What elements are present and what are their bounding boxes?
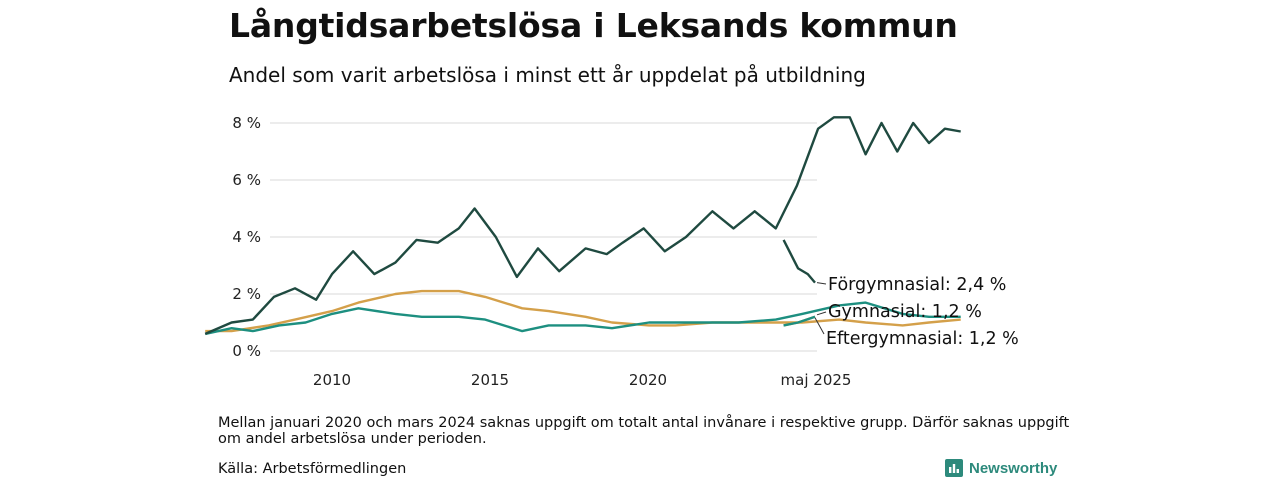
end-label-leader <box>816 311 827 316</box>
series-line-eftergymnasial <box>205 289 961 333</box>
footnote: Mellan januari 2020 och mars 2024 saknas… <box>218 415 1070 447</box>
x-tick-label: 2010 <box>313 371 351 389</box>
series-line-forgymnasial-after-gap <box>782 239 816 284</box>
x-tick-label: maj 2025 <box>781 371 852 389</box>
end-label: Gymnasial: 1,2 % <box>828 302 982 322</box>
series-line-gymnasial <box>204 301 961 336</box>
series-line-forgymnasial <box>204 116 961 336</box>
newsworthy-logo[interactable]: Newsworthy <box>945 458 1057 478</box>
chart-title: Långtidsarbetslösa i Leksands kommun <box>229 6 958 45</box>
end-label: Förgymnasial: 2,4 % <box>828 275 1006 295</box>
y-tick-label: 6 % <box>232 171 261 189</box>
series-line-gymnasial-after-gap <box>783 315 816 327</box>
x-tick-label: 2015 <box>471 371 509 389</box>
line-chart: 0 % 2 % 4 % 6 % 8 % 2010 2015 2020 maj 2025 Förgy… <box>204 114 1019 389</box>
y-tick-label: 0 % <box>232 342 261 360</box>
source-label: Källa: Arbetsförmedlingen <box>218 461 407 477</box>
y-tick-label: 8 % <box>232 114 261 132</box>
bar-chart-icon <box>945 459 963 477</box>
y-tick-label: 2 % <box>232 285 261 303</box>
end-label-leader <box>816 282 827 285</box>
end-label: Eftergymnasial: 1,2 % <box>826 329 1019 349</box>
y-tick-label: 4 % <box>232 228 261 246</box>
end-label-leader <box>814 317 825 335</box>
x-tick-label: 2020 <box>629 371 667 389</box>
chart-subtitle: Andel som varit arbetslösa i minst ett å… <box>229 63 866 87</box>
brand-label: Newsworthy <box>969 459 1058 477</box>
